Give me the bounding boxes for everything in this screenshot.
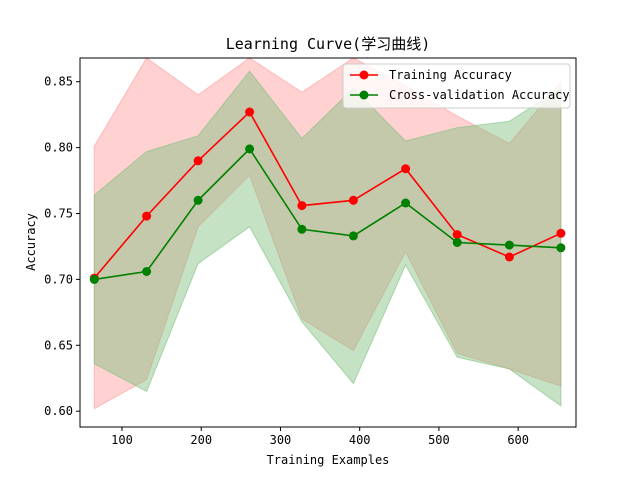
point-series-1 [452,238,462,247]
point-series-0 [348,195,358,205]
point-series-1 [245,144,255,154]
y-tick-label: 0.80 [44,141,73,155]
y-tick-label: 0.85 [44,75,73,89]
point-series-0 [401,164,411,174]
point-series-0 [245,107,255,117]
legend-swatch-marker [359,70,369,80]
y-tick-label: 0.60 [44,404,73,418]
x-axis-label: Training Examples [267,453,390,467]
point-series-1 [89,274,99,284]
y-axis-label: Accuracy [24,213,38,271]
point-series-1 [193,195,203,205]
point-series-0 [297,201,307,211]
x-tick-label: 400 [349,433,371,447]
point-series-1 [297,224,307,234]
line-series-0 [93,110,562,279]
x-tick-label: 200 [190,433,212,447]
chart-title: Learning Curve(学习曲线) [226,35,431,53]
series-lines [93,110,562,281]
point-series-1 [348,231,358,241]
point-series-1 [142,267,152,276]
legend: Training Accuracy Cross-validation Accura… [342,63,571,109]
legend-label: Cross-validation Accuracy [389,88,570,102]
y-tick-label: 0.65 [44,338,73,352]
point-series-0 [504,252,514,262]
band-series-1 [93,70,562,407]
plot-frame [79,57,577,428]
y-tick-label: 0.75 [44,207,73,221]
legend-box [342,63,571,109]
point-series-1 [556,243,566,253]
x-tick-label: 500 [428,433,450,447]
y-tick-label: 0.70 [44,272,73,286]
point-series-0 [142,211,152,221]
legend-label: Training Accuracy [389,68,512,82]
point-series-1 [401,198,411,208]
point-series-0 [193,156,203,166]
point-series-1 [504,240,514,250]
line-series-1 [94,147,561,281]
point-series-0 [452,230,462,240]
legend-swatch-marker [359,90,369,100]
x-tick-label: 100 [111,433,133,447]
x-tick-label: 300 [270,433,292,447]
x-tick-label: 600 [507,433,529,447]
point-series-0 [556,228,566,238]
x-axis-ticks: 100 200 300 400 500 600 [111,427,529,447]
series-points [89,107,566,284]
y-axis-ticks: 0.60 0.65 0.70 0.75 0.80 0.85 [44,75,80,418]
